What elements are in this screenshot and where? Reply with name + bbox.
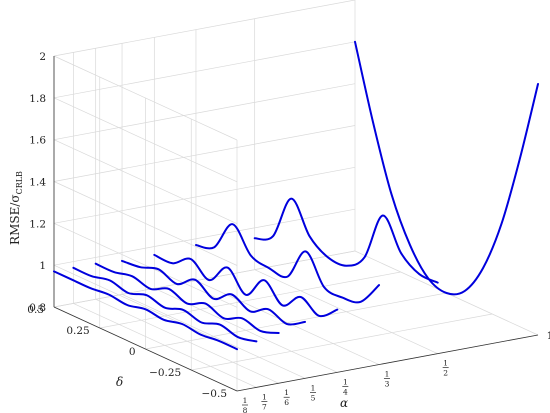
y-tick-label: 0 [129,346,136,358]
gridline [53,0,356,57]
series-line-2 [72,266,258,343]
x-tick-denominator: 5 [311,393,316,402]
y-tick-label: −0.5 [202,388,228,400]
grid-layer [53,0,539,392]
series-line-3 [94,262,280,334]
z-axis-ticks: 0.8 1 1.2 1.4 1.6 1.8 2 [29,51,46,314]
gridline [53,208,356,266]
gridline [53,41,356,99]
x-tick-label: 15 [310,383,317,402]
x-tick-numerator: 1 [284,388,289,397]
z-tick-label: 0.8 [29,302,46,314]
z-tick-label: 1.4 [29,177,46,189]
z-axis-label: RMSE/σCRLB [8,171,24,245]
series-line-4 [121,259,306,326]
x-tick-label: 1 [547,330,550,342]
y-tick-label: 0.25 [66,325,89,337]
x-tick-denominator: 7 [262,402,267,411]
x-tick-label: 14 [342,377,349,396]
gridline [53,166,356,224]
x-tick-numerator: 1 [243,396,248,405]
gridline [53,125,356,182]
z-tick-label: 1 [39,260,46,272]
z-axis-label-group: RMSE/σCRLB [8,171,24,245]
x-tick-numerator: 1 [443,359,448,368]
gridline [145,292,447,350]
x-tick-label: 16 [283,388,290,407]
x-tick-numerator: 1 [343,377,348,386]
z-tick-label: 1.2 [29,218,46,230]
x-tick-label: 17 [261,392,268,411]
z-tick-label: 1.8 [29,93,46,105]
axis-frame [53,56,539,392]
z-axis-label-sub: CRLB [15,171,24,194]
x-axis-line [236,334,539,392]
x-tick-denominator: 6 [284,398,289,407]
series-line-6 [195,223,380,304]
series-line-5 [153,253,339,318]
series-layer [53,40,539,351]
y-axis-label: δ [116,375,123,389]
x-tick-label: 18 [242,396,248,413]
y-tick-label: −0.25 [149,367,181,379]
x-tick-denominator: 4 [343,387,348,396]
x-axis-label: α [340,396,348,410]
z-tick-label: 1.6 [29,135,46,147]
x-tick-label: 13 [383,370,390,389]
series-line-8 [354,40,539,296]
gridline [53,83,356,141]
x-tick-denominator: 3 [385,380,390,389]
y-axis-ticks: 0.5 0.25 0 −0.25 −0.5 [27,304,227,400]
x-tick-numerator: 1 [385,370,390,379]
x-tick-denominator: 2 [443,369,448,378]
series-line-7 [253,197,439,284]
x-tick-denominator: 8 [243,406,248,413]
x-tick-label: 12 [442,359,449,378]
x-tick-numerator: 1 [311,383,316,392]
x-tick-numerator: 1 [262,392,267,401]
gridline [53,250,356,308]
z-axis-label-main: RMSE/σ [8,194,22,245]
gridline [191,313,493,371]
y-axis-line [53,306,238,392]
x-axis-ticks: 181716151413121 [242,330,550,413]
series-line-1 [53,270,238,351]
y-tick-label: 0.5 [27,304,44,316]
gridline [99,271,401,329]
z-tick-label: 2 [39,51,46,63]
